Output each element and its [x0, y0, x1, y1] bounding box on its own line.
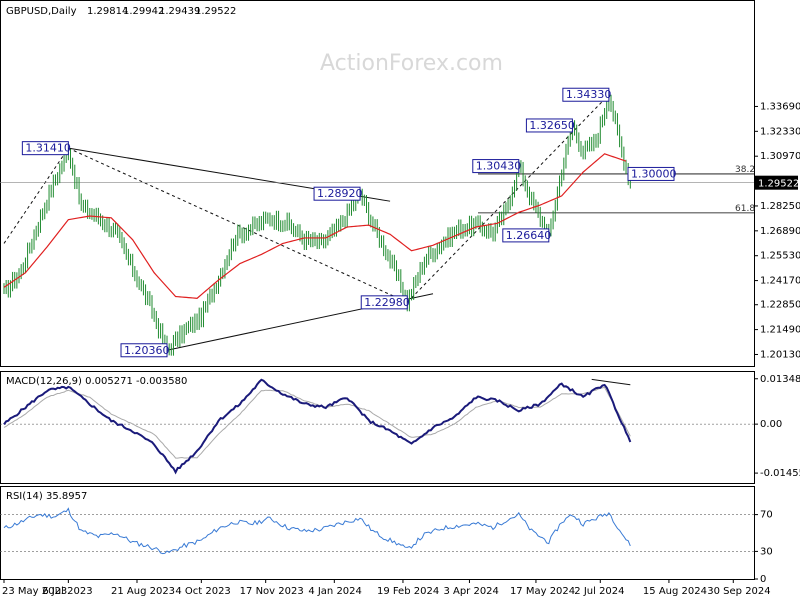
price-annotation-label: 1.30430	[476, 160, 521, 173]
price-y-tick-label: 1.20130	[760, 349, 800, 360]
price-annotation-label: 1.22980	[364, 296, 410, 309]
rsi-y-tick-label: 0	[760, 574, 766, 585]
macd-divergence-line	[591, 378, 631, 386]
macd-title: MACD(12,26,9) 0.005271 -0.003580	[6, 376, 187, 387]
price-title: GBPUSD,Daily	[6, 6, 77, 17]
x-tick-label: 21 Aug 2023	[111, 586, 175, 597]
price-annotation-label: 1.34330	[566, 88, 612, 101]
x-tick-label: 17 May 2024	[510, 586, 575, 597]
rsi-panel: RSI(14) 35.8957 70 30 0	[0, 486, 773, 585]
price-annotation-box	[525, 118, 573, 133]
price-annotation-label: 1.20360	[124, 344, 170, 357]
price-annotations: 1.31410 1.20360 1.28920 1.22980 1.30430 1.266…	[21, 87, 677, 358]
price-annotation-box	[313, 186, 361, 201]
ohlc-close: 1.29522	[195, 6, 236, 17]
watermark: ActionForex.com	[320, 51, 503, 76]
x-tick-label: 23 May 2023	[2, 586, 67, 597]
price-y-tick-label: 1.24170	[760, 276, 800, 287]
x-tick-label: 6 Jul 2023	[42, 586, 92, 597]
trendline-dashed	[406, 94, 610, 303]
ohlc-low: 1.29439	[159, 6, 200, 17]
macd-panel: MACD(12,26,9) 0.005271 -0.003580 0.01348…	[0, 371, 800, 484]
x-tick-label: 3 Apr 2024	[443, 586, 498, 597]
ohlc-high: 1.29942	[123, 6, 164, 17]
price-annotation-box	[120, 343, 168, 358]
macd-y-tick-label: 0.013489	[760, 374, 800, 385]
price-bars	[3, 94, 631, 356]
macd-y-tick-label: 0.00	[760, 419, 782, 430]
price-annotation-box	[502, 228, 550, 243]
sma-line	[3, 153, 627, 299]
rsi-panel-frame	[0, 486, 755, 580]
x-tick-label: 2 Jul 2024	[574, 586, 624, 597]
price-y-tick-label: 1.33690	[760, 101, 800, 112]
rsi-line	[3, 507, 631, 555]
price-annotation-label: 1.26640	[506, 229, 552, 242]
x-tick-label: 30 Sep 2024	[707, 586, 770, 597]
current-price-label: 1.29522	[758, 179, 799, 190]
price-y-tick-label: 1.22850	[760, 300, 800, 311]
price-y-tick-label: 1.32330	[760, 126, 800, 137]
price-annotation-label: 1.28920	[317, 187, 363, 200]
price-annotation-box	[21, 141, 69, 156]
price-y-tick-label: 1.25530	[760, 251, 800, 262]
price-y-tick-label: 1.28250	[760, 201, 800, 212]
x-tick-label: 15 Aug 2024	[643, 586, 707, 597]
price-annotation-box	[562, 87, 610, 102]
macd-panel-frame	[0, 371, 755, 484]
x-tick-label: 19 Feb 2024	[377, 586, 439, 597]
price-annotation-box	[360, 295, 408, 310]
price-y-tick-label: 1.30970	[760, 151, 800, 162]
price-annotation-label: 1.31410	[25, 142, 71, 155]
rsi-y-tick-label: 30	[760, 546, 773, 557]
fib-level-tag: 61.8	[735, 204, 755, 214]
x-tick-label: 4 Jan 2024	[308, 586, 362, 597]
current-price-box	[754, 175, 798, 190]
fib-level-box	[627, 166, 675, 181]
price-annotation-label: 1.32650	[529, 119, 575, 132]
x-tick-label: 17 Nov 2023	[240, 586, 304, 597]
rsi-y-tick-label: 70	[760, 510, 773, 521]
ohlc-open: 1.29814	[87, 6, 128, 17]
price-panel: ActionForex.com GBPUSD,Daily 1.29814 1.2…	[0, 0, 800, 367]
x-tick-label: 4 Oct 2023	[175, 586, 230, 597]
fib-level-tag: 38.2	[735, 165, 755, 175]
macd-y-tick-label: -0.014554	[760, 468, 800, 479]
rsi-title: RSI(14) 35.8957	[6, 491, 87, 502]
price-y-tick-label: 1.21490	[760, 325, 800, 336]
fib-level-label: 1.30000	[631, 167, 677, 180]
price-annotation-box	[472, 159, 520, 174]
trendline-dashed	[3, 147, 69, 244]
macd-signal-line	[3, 386, 631, 459]
price-y-tick-label: 1.26890	[760, 226, 800, 237]
macd-line	[3, 378, 632, 475]
